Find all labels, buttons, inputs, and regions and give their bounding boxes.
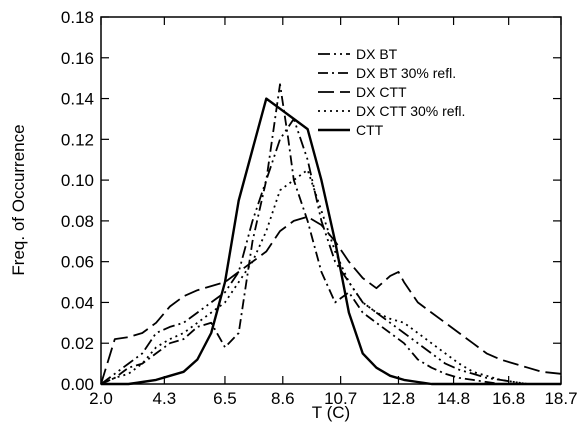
y-tick-label: 0.10 (61, 171, 94, 190)
series-line-2 (100, 83, 561, 385)
x-tick-label: 12.8 (382, 389, 415, 408)
x-tick-label: 6.5 (213, 389, 237, 408)
x-tick-label: 8.6 (271, 389, 295, 408)
series-line-3 (100, 215, 562, 385)
y-tick-label: 0.06 (61, 253, 94, 272)
series-line-1 (100, 118, 561, 385)
y-axis-title: Freq. of Occurrence (9, 124, 28, 275)
legend-label: DX CTT (356, 84, 407, 100)
x-tick-label: 16.8 (492, 389, 525, 408)
y-tick-label: 0.14 (61, 90, 94, 109)
legend-label: DX BT 30% refl. (356, 65, 456, 81)
ticks-layer: 2.0 4.3 6.5 8.6 10.7 12.8 14.8 16.8 18.7 0.00 0.02… (61, 8, 578, 408)
x-tick-label: 2.0 (89, 389, 113, 408)
plot-frame (100, 16, 562, 385)
y-tick-label: 0.02 (61, 334, 94, 353)
legend-label: DX BT (356, 46, 398, 62)
legend-label: DX CTT 30% refl. (356, 103, 465, 119)
x-axis-title: T (C) (312, 403, 350, 422)
y-tick-label: 0.00 (61, 375, 94, 394)
y-tick-label: 0.18 (61, 8, 94, 27)
y-tick-label: 0.08 (61, 212, 94, 231)
y-tick-label: 0.12 (61, 130, 94, 149)
legend: DX BT DX BT 30% refl. DX CTT DX CTT 30% ref… (318, 46, 465, 138)
x-tick-label: 14.8 (437, 389, 470, 408)
x-tick-label: 10.7 (324, 389, 357, 408)
series-line-5 (101, 97, 561, 386)
legend-label: CTT (356, 122, 384, 138)
x-tick-label: 4.3 (153, 389, 177, 408)
x-tick-label: 18.7 (544, 389, 577, 408)
series-line-4 (100, 168, 561, 385)
series-layer (100, 83, 562, 386)
y-tick-label: 0.16 (61, 49, 94, 68)
y-tick-label: 0.04 (61, 293, 94, 312)
